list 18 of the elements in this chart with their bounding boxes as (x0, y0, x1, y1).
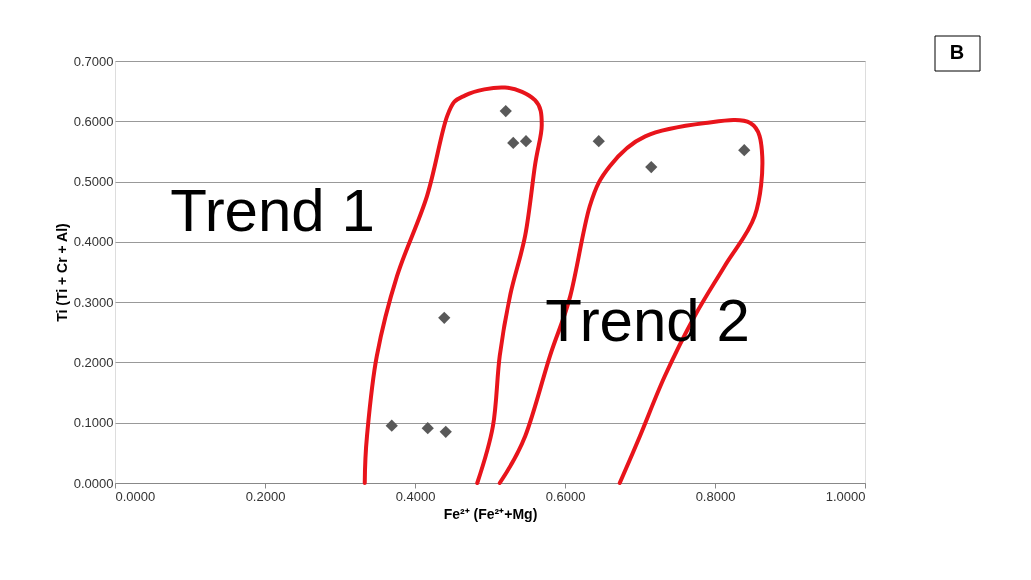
text: B (949, 41, 965, 63)
y-tick-label: 0.3000 (73, 294, 114, 310)
x-tick-label: 0.8000 (695, 488, 736, 504)
x-tick-label: 0.0000 (115, 488, 156, 504)
y-axis-title: Ti (Ti + Cr + Al) (53, 223, 70, 322)
x-tick-label: 0.2000 (245, 488, 286, 504)
y-tick-label: 0.5000 (73, 174, 114, 190)
x-tick-label: 0.4000 (395, 488, 436, 504)
annotation: Trend 1 (170, 176, 375, 244)
x-tick-label: 1.0000 (825, 488, 866, 504)
y-tick-label: 0.6000 (73, 113, 114, 129)
y-tick-label: 0.7000 (73, 53, 114, 69)
x-axis-title: Fe²⁺ (Fe²⁺+Mg) (443, 505, 538, 522)
y-tick-label: 0.4000 (73, 234, 114, 250)
y-tick-label: 0.1000 (73, 415, 114, 431)
x-tick-label: 0.6000 (545, 488, 586, 504)
y-tick-label: 0.0000 (73, 475, 114, 491)
y-tick-label: 0.2000 (73, 354, 114, 370)
